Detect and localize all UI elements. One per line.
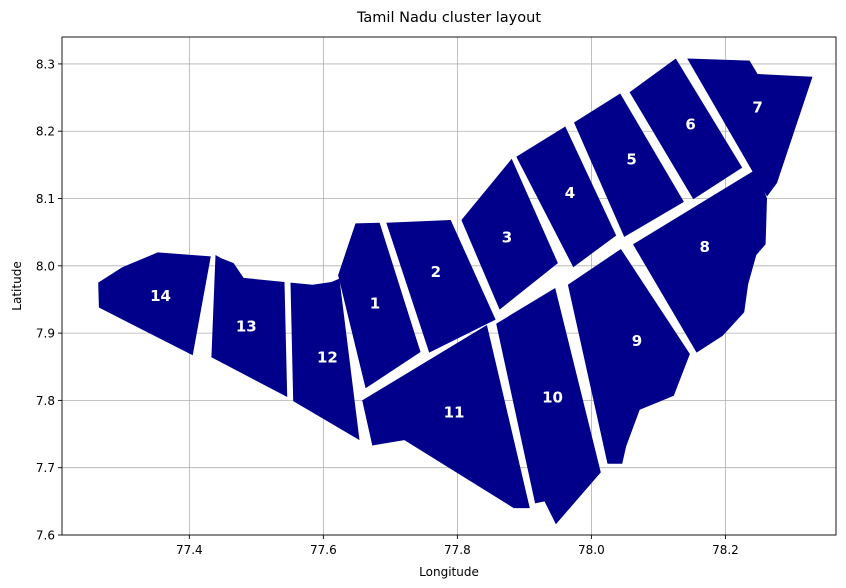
y-tick-label: 8.1	[36, 192, 55, 206]
cluster-14-label: 14	[150, 287, 171, 305]
y-tick-label: 7.6	[36, 529, 55, 543]
cluster-2-label: 2	[431, 263, 441, 281]
cluster-9-polygon	[567, 249, 690, 464]
x-tick-label: 78.2	[712, 543, 739, 557]
cluster-4-label: 4	[565, 184, 575, 202]
cluster-11-polygon	[362, 325, 530, 509]
cluster-6-polygon	[629, 58, 743, 200]
cluster-13-polygon	[211, 255, 288, 397]
cluster-14-polygon	[98, 252, 211, 356]
cluster-11-label: 11	[444, 404, 465, 422]
y-axis-label: Latitude	[10, 261, 24, 310]
chart-title: Tamil Nadu cluster layout	[356, 10, 541, 26]
cluster-3-polygon	[461, 158, 558, 310]
cluster-polygons	[98, 58, 813, 525]
cluster-3-label: 3	[502, 229, 512, 247]
cluster-6-label: 6	[685, 116, 695, 134]
y-tick-label: 7.8	[36, 394, 55, 408]
x-tick-label: 78.0	[578, 543, 605, 557]
cluster-10-label: 10	[542, 389, 563, 407]
cluster-10-polygon	[496, 288, 601, 525]
cluster-1-polygon	[338, 222, 421, 389]
y-tick-label: 7.7	[36, 461, 55, 475]
cluster-8-polygon	[633, 169, 767, 353]
cluster-1-label: 1	[370, 295, 380, 313]
cluster-2-polygon	[386, 220, 496, 353]
cluster-8-label: 8	[699, 238, 709, 256]
x-axis-label: Longitude	[419, 565, 479, 579]
y-tick-label: 8.2	[36, 125, 55, 139]
x-tick-label: 77.6	[310, 543, 337, 557]
cluster-5-polygon	[574, 93, 684, 237]
cluster-5-label: 5	[626, 151, 636, 169]
axis-ticks: 77.4 77.6 77.8 78.0 78.2 7.6 7.7 7.8 7.9 8.0 8.1 8.…	[36, 57, 739, 557]
cluster-13-label: 13	[236, 317, 257, 335]
y-tick-label: 8.3	[36, 57, 55, 71]
cluster-7-polygon	[687, 58, 813, 197]
x-tick-label: 77.8	[444, 543, 471, 557]
axes-frame	[61, 36, 837, 536]
y-tick-label: 8.0	[36, 259, 55, 273]
cluster-4-polygon	[516, 126, 617, 268]
x-tick-label: 77.4	[176, 543, 203, 557]
cluster-9-label: 9	[632, 332, 642, 350]
cluster-12-polygon	[290, 278, 360, 441]
y-tick-label: 7.9	[36, 327, 55, 341]
cluster-12-label: 12	[317, 348, 338, 366]
cluster-7-label: 7	[752, 99, 762, 117]
